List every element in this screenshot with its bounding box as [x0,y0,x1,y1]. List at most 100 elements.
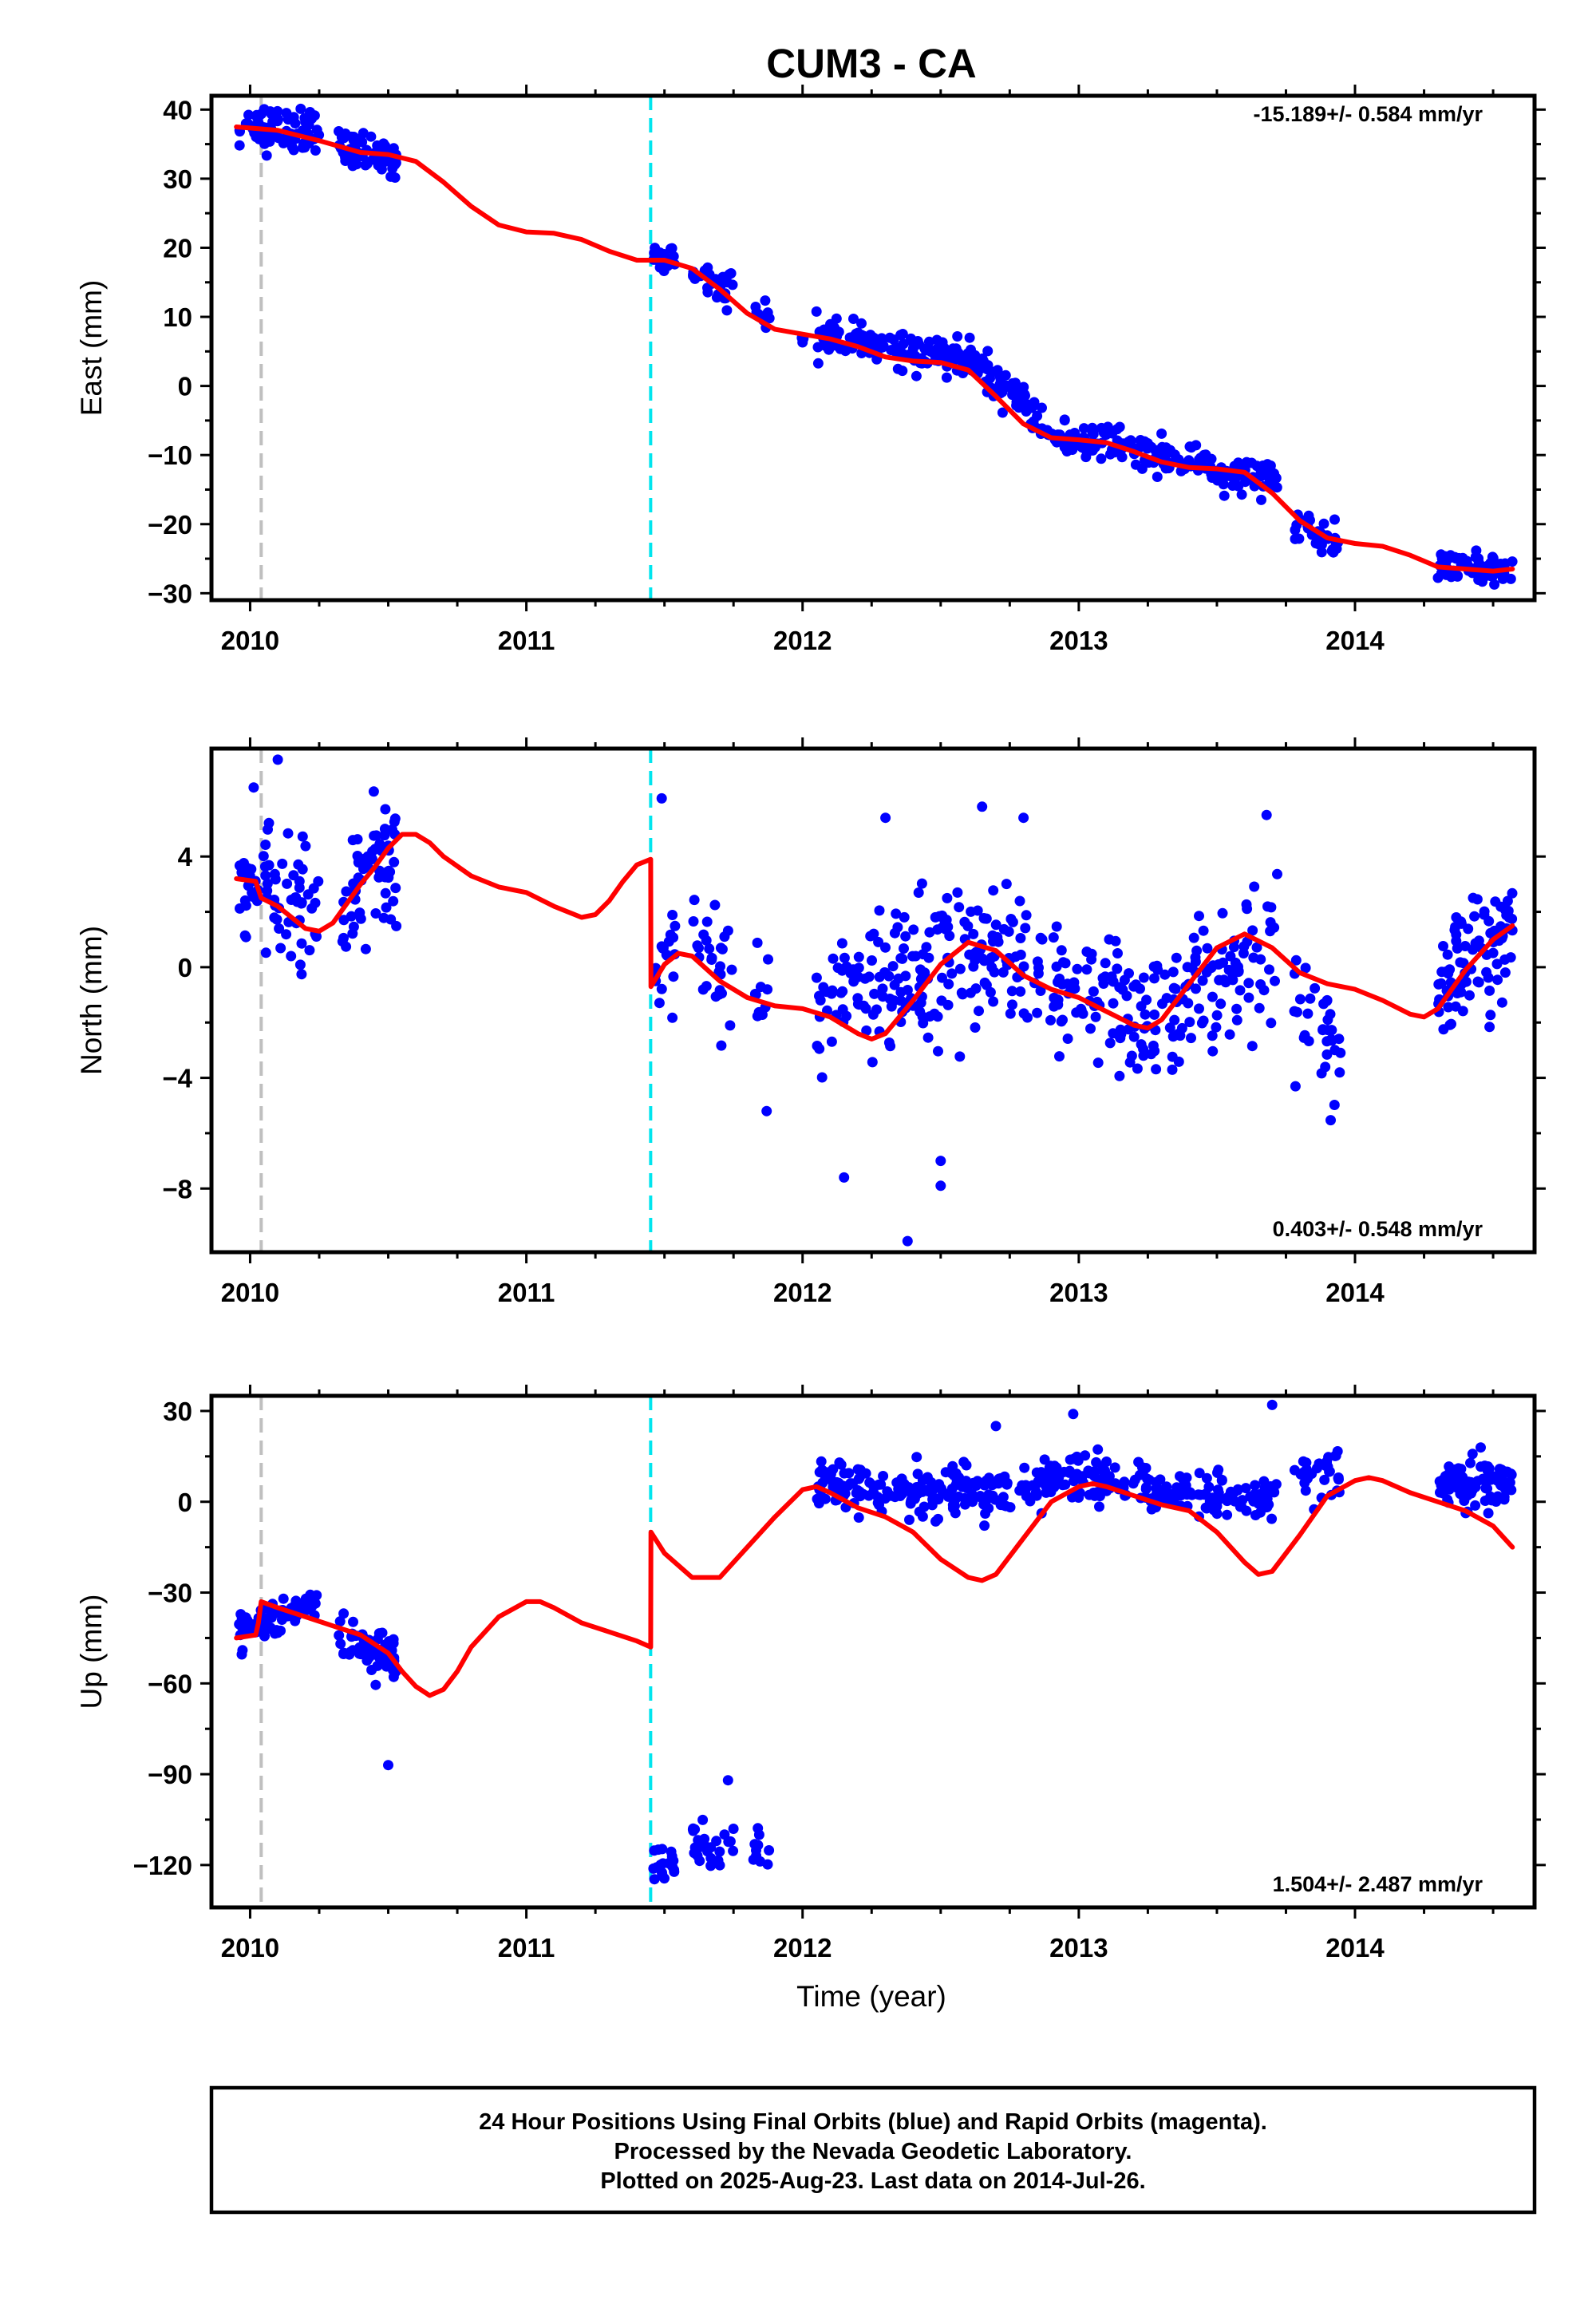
x-tick-label: 2014 [1325,626,1385,655]
observation-point [288,144,299,156]
observation-point [1060,1479,1071,1490]
observation-point [853,1473,864,1484]
observation-point [1206,468,1217,480]
observation-point [878,341,889,351]
observation-point [1146,1504,1157,1515]
observation-point [1014,895,1025,907]
observation-point [970,1022,981,1033]
observation-point [297,864,308,875]
observation-point [977,801,988,812]
observation-point [1046,1464,1057,1475]
observation-point [1051,961,1062,972]
observation-point [1130,979,1141,990]
observation-point [659,1873,670,1884]
observation-point [837,1004,848,1015]
observation-point [1223,1492,1234,1503]
observation-point [990,1421,1001,1432]
observation-point [694,1856,705,1867]
observation-point [1487,947,1499,958]
observation-point [265,1622,276,1633]
observation-point [702,283,713,294]
observation-point [1124,968,1134,979]
observation-point [1097,973,1108,984]
observation-point [1090,1011,1101,1022]
observation-point [705,1842,717,1853]
observation-point [1240,1483,1251,1494]
observation-point [1138,972,1149,983]
observation-point [666,1846,677,1857]
observation-point [1104,934,1115,945]
x-tick-label: 2012 [773,1933,832,1962]
observation-point [1188,932,1199,943]
observation-point [891,908,902,919]
observation-point [1005,914,1017,924]
observation-point [1264,964,1274,975]
observation-point [981,913,992,924]
observation-point [239,895,251,906]
observation-point [932,1011,943,1022]
observation-point [1146,441,1157,453]
observation-point [1206,453,1217,464]
observation-point [920,345,931,356]
up-y-label: Up (mm) [75,1595,108,1709]
observation-point [1108,976,1119,987]
observation-point [1436,978,1447,989]
observation-point [1033,962,1044,973]
observation-point [1207,991,1218,1002]
observation-point [1464,1480,1475,1492]
observation-point [917,1511,928,1522]
x-tick-label: 2014 [1325,1278,1385,1307]
observation-point [719,1829,730,1840]
y-tick-label: −8 [162,1174,192,1203]
observation-point [1261,809,1272,820]
observation-point [899,943,909,954]
observation-point [1330,1450,1341,1461]
observation-point [310,145,321,156]
north-y-axis: 4 0 −4 −8 [162,842,1546,1203]
observation-point [1021,406,1032,417]
observation-point [1211,1010,1223,1021]
observation-point [1217,907,1228,919]
observation-point [1005,1008,1016,1019]
east-panel: 2010 2011 2012 2013 2014403020100−10−20−30Ea… [75,85,1546,655]
observation-point [1446,551,1457,562]
y-tick-label: 0 [178,953,192,982]
observation-point [994,1473,1005,1484]
footer-line-2: Processed by the Nevada Geodetic Laborat… [614,2139,1132,2164]
observation-point [1470,1500,1481,1511]
observation-point [260,947,271,958]
up-x-axis: 2010 2011 2012 2013 2014 [221,1385,1495,1962]
observation-point [1018,381,1029,393]
observation-point [826,1036,837,1047]
observation-point [1222,1509,1233,1520]
observation-point [1472,894,1483,905]
observation-point [1225,951,1236,962]
observation-point [1173,1056,1184,1067]
observation-point [1149,1009,1160,1020]
observation-point [1032,410,1043,421]
east-plot-area [234,96,1518,600]
observation-point [1465,1457,1476,1468]
observation-point [260,870,271,881]
observation-point [386,159,397,170]
observation-point [299,142,310,153]
observation-point [1233,480,1244,492]
observation-point [1096,453,1107,464]
footer-box [209,2085,1537,2215]
up-observations [234,1399,1517,1885]
observation-point [715,961,725,972]
observation-point [358,1644,369,1655]
observation-point [716,1040,727,1051]
observation-point [663,936,674,947]
x-axis-label: Time (year) [796,1980,946,2013]
observation-point [1481,966,1492,978]
observation-point [814,990,824,1002]
observation-point [1067,445,1078,455]
observation-point [368,786,379,797]
observation-point [1180,1480,1191,1491]
observation-point [649,1874,660,1885]
observation-point [935,1156,946,1167]
observation-point [1318,518,1329,529]
observation-point [388,1665,399,1676]
observation-point [1265,917,1276,928]
